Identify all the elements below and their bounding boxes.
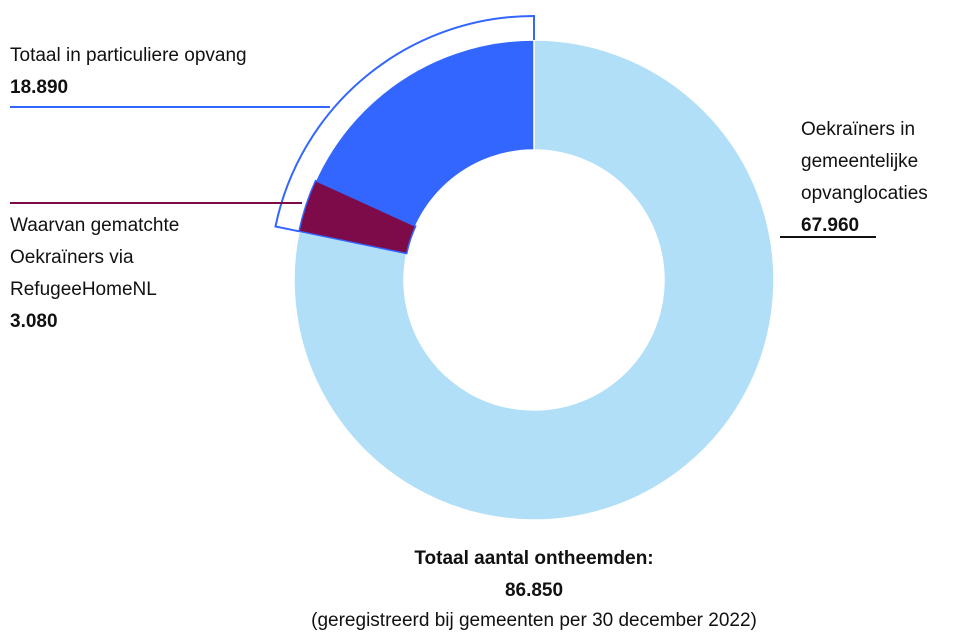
value-label: 18.890: [10, 77, 69, 98]
bracket: [274, 14, 535, 233]
value-label: 3.080: [10, 311, 58, 332]
category-label: Waarvan gematchte Oekraïners via Refugee…: [10, 215, 180, 300]
category-label: Totaal in particuliere opvang: [10, 45, 247, 66]
label-private: Totaal in particuliere opvang 18.890: [10, 40, 340, 104]
donut-segment: [293, 39, 775, 521]
total-note: (geregistreerd bij gemeenten per 30 dece…: [311, 610, 757, 631]
label-municipal: Oekraïners in gemeentelijke opvanglocati…: [801, 114, 965, 242]
category-label: Oekraïners in gemeentelijke opvanglocati…: [801, 119, 928, 204]
label-matched: Waarvan gematchte Oekraïners via Refugee…: [10, 210, 210, 338]
value-label: 67.960: [801, 215, 860, 236]
sub-segment: [298, 179, 417, 255]
total-value: 86.850: [504, 580, 564, 601]
total-title: Totaal aantal ontheemden:: [414, 548, 654, 569]
